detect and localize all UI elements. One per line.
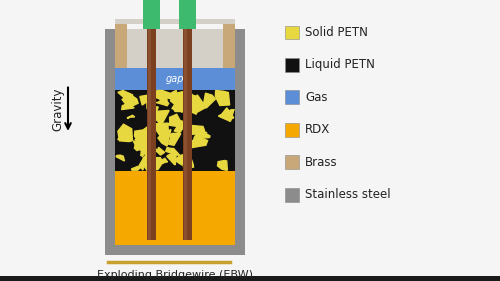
Polygon shape [146,98,152,109]
Bar [183,9,192,240]
Bar [115,24,127,68]
Bar [115,171,235,245]
Polygon shape [135,135,141,143]
Polygon shape [202,93,215,108]
Polygon shape [152,91,160,97]
Text: Brass: Brass [305,156,338,169]
Polygon shape [141,147,150,156]
Text: Gravity: Gravity [52,87,64,131]
Polygon shape [188,136,208,148]
Polygon shape [150,158,163,170]
Text: Solid PETN: Solid PETN [305,26,368,39]
Polygon shape [148,105,158,117]
Polygon shape [118,90,132,102]
Bar [115,19,235,24]
Polygon shape [180,155,194,170]
Bar [223,24,235,68]
Text: Stainless steel: Stainless steel [305,188,390,201]
Text: gap: gap [166,74,184,84]
Bar [115,68,235,90]
Polygon shape [143,163,152,170]
Text: RDX: RDX [305,123,330,136]
Polygon shape [134,128,147,145]
Polygon shape [116,155,124,161]
Polygon shape [154,123,168,135]
Bar [147,9,156,240]
Polygon shape [133,137,148,150]
Polygon shape [127,115,135,118]
Polygon shape [218,160,228,170]
Polygon shape [134,125,152,139]
Polygon shape [152,110,169,126]
Polygon shape [140,137,151,146]
Polygon shape [118,131,132,141]
Polygon shape [180,95,188,112]
Polygon shape [151,108,156,118]
Polygon shape [166,90,176,106]
Polygon shape [140,94,152,105]
Polygon shape [176,157,182,165]
Bar [285,58,299,72]
Bar [184,9,187,240]
Polygon shape [172,99,186,112]
Polygon shape [178,125,185,133]
Bar [105,245,245,255]
Polygon shape [132,165,142,170]
Polygon shape [220,114,230,119]
Polygon shape [156,158,168,165]
Bar [143,0,160,29]
Bar [148,9,151,240]
Polygon shape [190,95,206,114]
Bar [179,0,196,29]
Bar [115,90,235,144]
Polygon shape [144,145,157,154]
Polygon shape [134,136,145,151]
Polygon shape [118,124,132,142]
Polygon shape [174,121,185,132]
Bar [115,144,235,171]
Bar [115,29,235,245]
Bar [285,123,299,137]
Polygon shape [156,147,164,155]
Bar [235,29,245,255]
Polygon shape [140,155,148,170]
Polygon shape [216,90,230,105]
Polygon shape [154,90,170,101]
Bar [285,155,299,169]
Polygon shape [122,104,134,110]
Polygon shape [156,99,168,106]
Polygon shape [186,93,196,101]
Bar [285,188,299,202]
Text: Liquid PETN: Liquid PETN [305,58,375,71]
Polygon shape [218,109,234,121]
Polygon shape [221,108,234,121]
Bar [285,26,299,39]
Polygon shape [158,130,171,146]
Polygon shape [168,133,181,145]
Text: Exploding Bridgewire (EBW): Exploding Bridgewire (EBW) [97,269,253,280]
Polygon shape [188,125,207,135]
Polygon shape [166,148,180,156]
Text: Gas: Gas [305,91,328,104]
Polygon shape [186,94,196,104]
Polygon shape [167,154,176,165]
Polygon shape [176,92,189,108]
Polygon shape [168,114,184,128]
Bar [285,90,299,104]
Bar [105,29,115,255]
Polygon shape [122,93,138,107]
Polygon shape [194,130,210,138]
